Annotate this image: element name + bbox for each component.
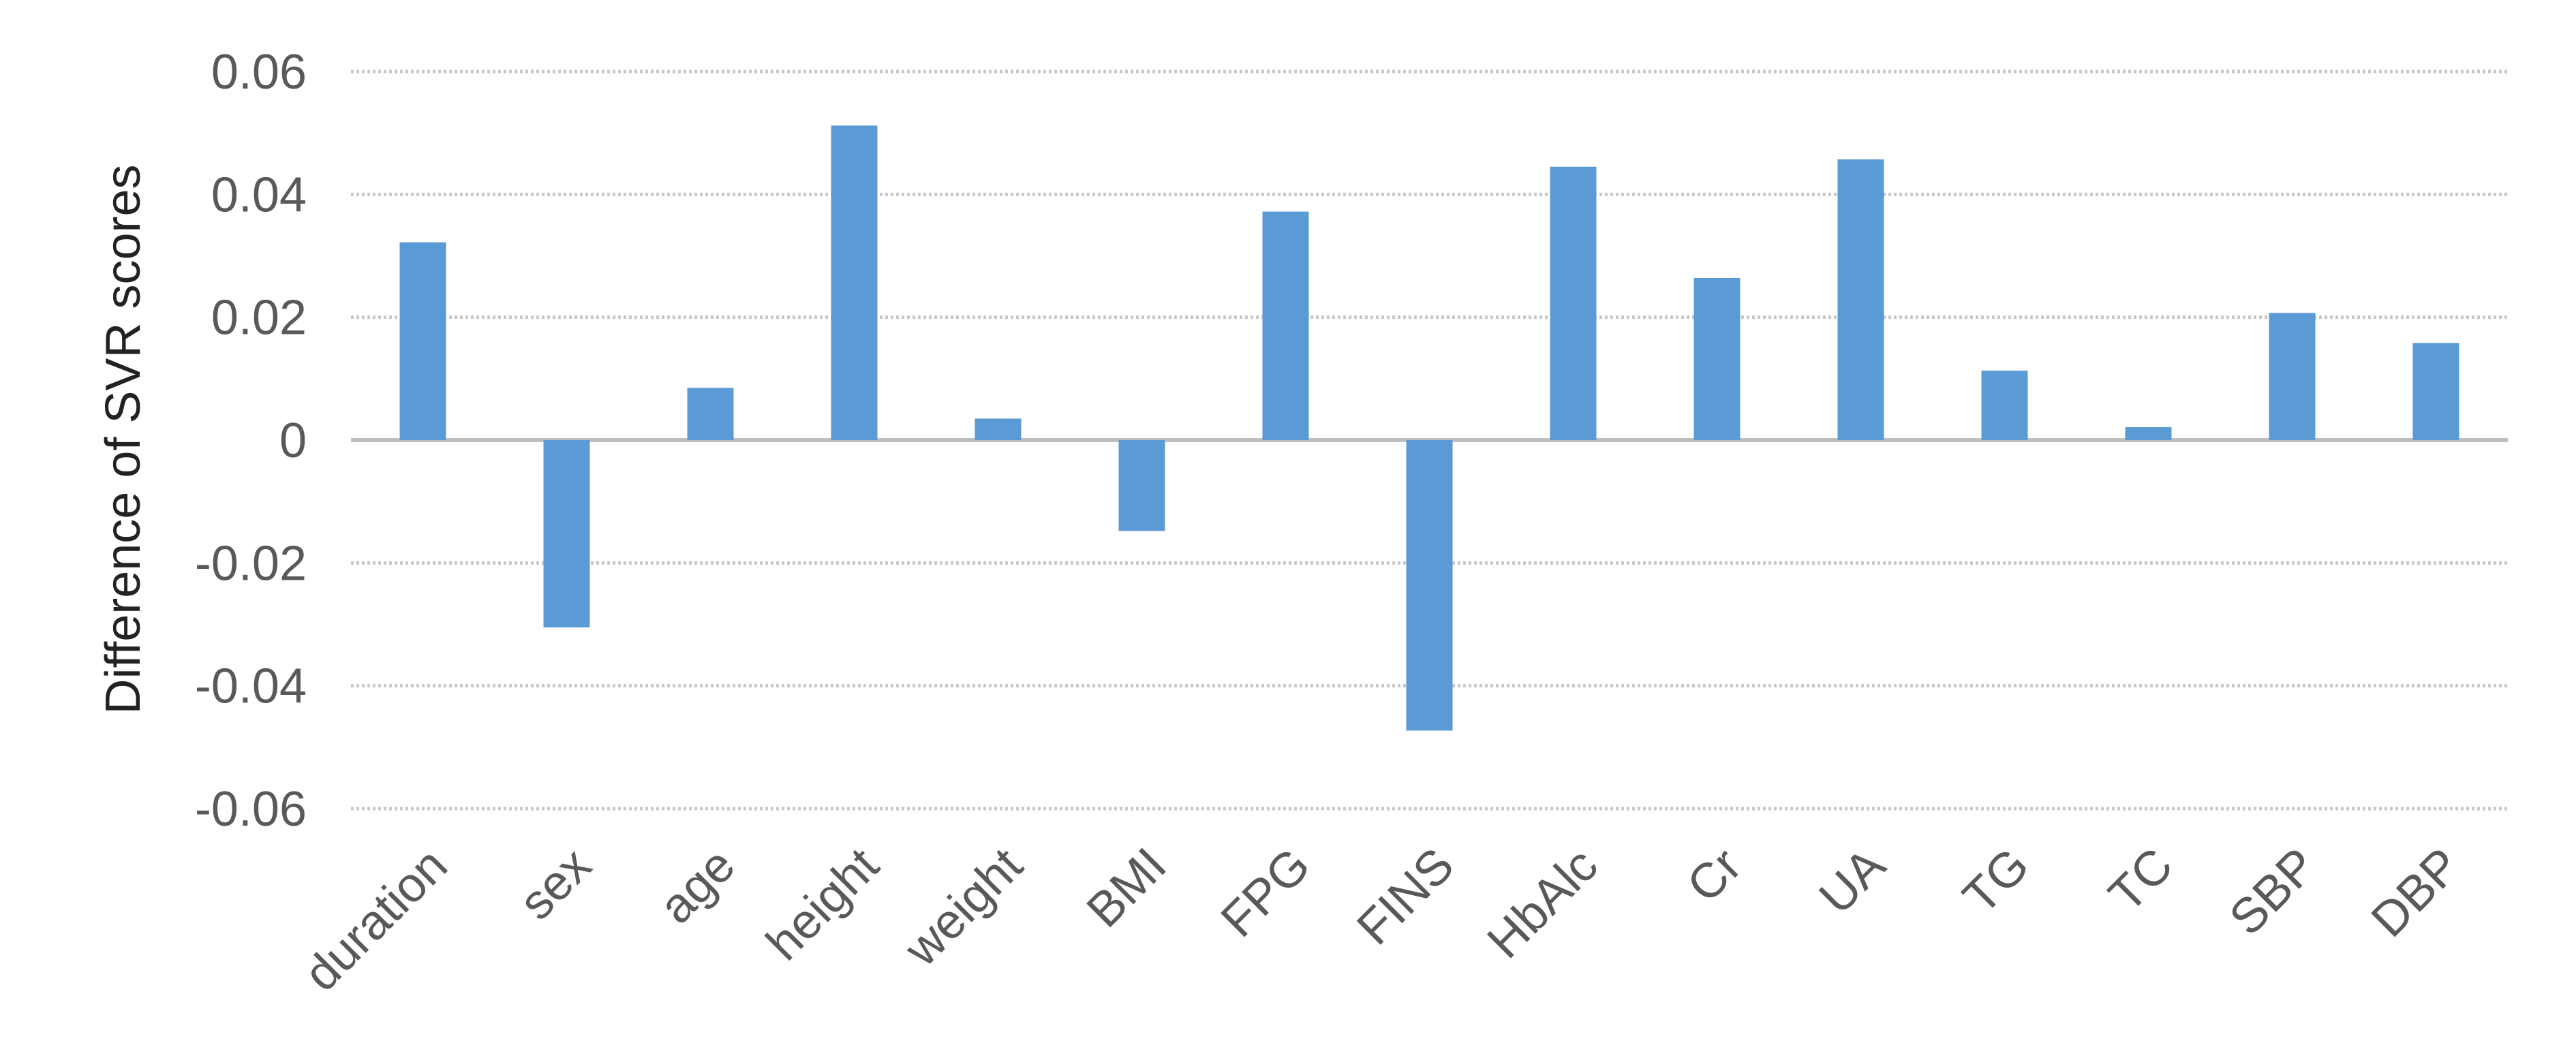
y-tick-label: -0.06 <box>195 782 307 837</box>
y-tick-label: 0 <box>279 414 307 468</box>
x-tick-label: FPG <box>1211 838 1321 948</box>
bars <box>399 125 2459 731</box>
bar-fins <box>1406 440 1453 731</box>
y-axis-ticks: -0.06 -0.04 -0.02 0 0.02 0.04 0.06 <box>195 45 307 837</box>
bar-sbp <box>2269 313 2316 440</box>
y-tick-label: -0.04 <box>195 659 307 714</box>
y-axis-title: Difference of SVR scores <box>96 164 151 714</box>
bar-tg <box>1981 371 2028 440</box>
bar-ua <box>1837 159 1884 440</box>
bar-age <box>687 388 734 440</box>
bar-cr <box>1693 277 1741 440</box>
bar-hbalc <box>1550 166 1597 440</box>
x-tick-label: TG <box>1953 838 2040 924</box>
x-tick-label: DBP <box>2361 838 2471 948</box>
bar-dbp <box>2412 343 2459 440</box>
x-tick-label: sex <box>509 838 602 931</box>
y-tick-label: 0.02 <box>211 291 307 345</box>
x-tick-label: BMI <box>1077 838 1177 938</box>
bar-sex <box>543 440 590 628</box>
bar-weight <box>975 418 1022 440</box>
x-tick-label: duration <box>294 838 458 1002</box>
y-tick-label: 0.04 <box>211 168 307 222</box>
bar-tc <box>2125 427 2172 440</box>
x-tick-label: height <box>756 838 889 971</box>
y-tick-label: -0.02 <box>195 536 307 591</box>
bar-duration <box>399 242 446 440</box>
x-tick-label: weight <box>893 838 1032 977</box>
x-tick-label: FINS <box>1347 838 1465 956</box>
bar-bmi <box>1118 440 1165 531</box>
x-tick-label: Cr <box>1677 838 1752 913</box>
x-tick-label: TC <box>2098 838 2183 922</box>
x-axis-ticks: duration sex age height weight BMI FPG FINS HbAl… <box>294 838 2471 1002</box>
bar-height <box>831 125 878 440</box>
x-tick-label: SBP <box>2219 838 2327 946</box>
x-tick-label: HbAlc <box>1477 838 1608 969</box>
bar-fpg <box>1262 211 1309 440</box>
y-tick-label: 0.06 <box>211 45 307 99</box>
x-tick-label: age <box>649 838 746 935</box>
x-tick-label: UA <box>1809 838 1896 924</box>
